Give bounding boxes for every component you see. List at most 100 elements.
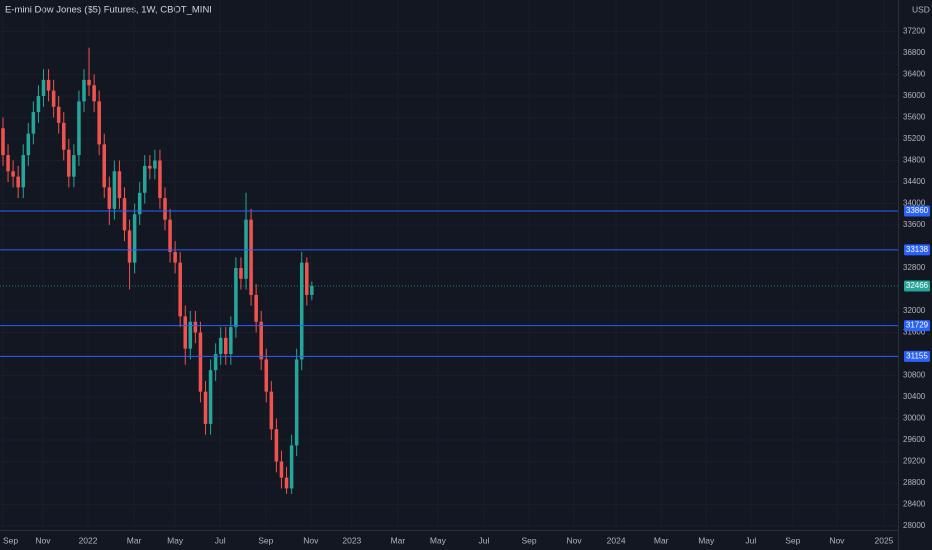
candle-body <box>239 268 243 279</box>
level-label-box <box>904 244 930 256</box>
y-tick-label: 34000 <box>903 199 926 208</box>
candle-body <box>122 198 127 231</box>
y-tick-label: 30800 <box>903 371 926 380</box>
x-tick-label: Nov <box>829 535 845 545</box>
candle-body <box>112 171 117 209</box>
y-tick-label: 36400 <box>903 70 926 79</box>
candle-body <box>11 171 15 177</box>
candle-body <box>107 187 112 209</box>
candle-body <box>163 198 167 220</box>
candle-body <box>117 171 122 199</box>
currency-label: USD <box>912 4 930 14</box>
candle-body <box>92 85 96 102</box>
x-tick-label: Sep <box>521 535 536 545</box>
candle-body <box>279 461 284 478</box>
candle-body <box>1 128 5 156</box>
candle-body <box>153 160 157 169</box>
candle-body <box>56 106 61 123</box>
x-tick-label: 2025 <box>875 535 894 545</box>
y-tick-label: 28800 <box>903 478 926 487</box>
candle-body <box>259 321 263 360</box>
candle-body <box>148 165 152 169</box>
y-tick-label: 28000 <box>903 521 926 530</box>
x-tick-label: May <box>430 535 447 545</box>
last-price-label: 32466 <box>906 281 929 290</box>
level-label-box <box>904 350 930 362</box>
candle-body <box>46 79 51 91</box>
last-price-box <box>904 280 930 292</box>
y-tick-label: 30000 <box>903 414 926 423</box>
x-tick-label: 2023 <box>342 535 361 545</box>
candle-body <box>132 214 137 263</box>
y-tick-label: 28400 <box>903 500 926 509</box>
x-tick-label: Nov <box>567 535 583 545</box>
level-label: 31729 <box>906 321 929 330</box>
candle-body <box>218 337 223 355</box>
candle-body <box>137 192 142 215</box>
candle-body <box>213 354 218 371</box>
x-tick-label: Jul <box>479 535 490 545</box>
candle-body <box>173 251 177 263</box>
x-tick-label: Nov <box>35 535 51 545</box>
candle-body <box>310 285 314 295</box>
x-tick-label: Mar <box>654 535 669 545</box>
level-label-box <box>904 320 930 332</box>
y-tick-label: 35200 <box>903 134 926 143</box>
candle-body <box>127 230 132 263</box>
y-tick-label: 32000 <box>903 306 926 315</box>
y-tick-label: 34400 <box>903 177 926 186</box>
candle-body <box>305 262 309 295</box>
candle-body <box>193 321 198 333</box>
x-tick-label: 2022 <box>79 535 98 545</box>
y-tick-label: 31600 <box>903 328 926 337</box>
y-tick-label: 37200 <box>903 27 926 36</box>
candle-body <box>223 337 228 355</box>
candle-body <box>168 219 172 252</box>
candle-body <box>183 316 188 349</box>
x-tick-label: May <box>698 535 715 545</box>
candle-body <box>234 268 238 328</box>
y-tick-label: 33600 <box>903 220 926 229</box>
x-tick-label: May <box>167 535 184 545</box>
x-tick-label: Sep <box>785 535 800 545</box>
candle-body <box>158 160 162 199</box>
candle-body <box>274 429 279 462</box>
candle-body <box>31 112 36 134</box>
x-tick-label: Jul <box>215 535 226 545</box>
candle-body <box>61 122 66 150</box>
level-label-box <box>904 205 930 217</box>
candle-body <box>269 391 274 430</box>
x-tick-label: Jul <box>745 535 756 545</box>
x-tick-label: Sep <box>3 535 18 545</box>
y-tick-label: 34800 <box>903 156 926 165</box>
y-tick-label: 35600 <box>903 113 926 122</box>
candle-body <box>198 332 203 392</box>
candle-body <box>82 79 86 102</box>
candle-body <box>21 155 26 188</box>
candle-body <box>36 96 41 113</box>
candle-body <box>72 155 76 177</box>
x-tick-label: 2024 <box>607 535 626 545</box>
candle-body <box>97 101 101 145</box>
candle-body <box>299 262 304 360</box>
candle-body <box>254 294 258 322</box>
candle-body <box>77 101 81 156</box>
candle-body <box>26 133 31 156</box>
candle-body <box>51 90 56 107</box>
candle-body <box>264 359 269 392</box>
x-tick-label: Sep <box>258 535 273 545</box>
candle-body <box>284 477 289 489</box>
x-tick-label: Mar <box>391 535 406 545</box>
y-tick-label: 30400 <box>903 392 926 401</box>
level-label: 31155 <box>906 352 928 361</box>
candle-body <box>87 79 91 86</box>
y-tick-label: 29200 <box>903 457 926 466</box>
y-tick-label: 36000 <box>903 91 926 100</box>
candle-body <box>67 149 71 177</box>
candle-body <box>249 219 253 295</box>
candle-body <box>6 155 10 172</box>
candle-body <box>178 262 182 317</box>
candle-body <box>208 370 213 424</box>
